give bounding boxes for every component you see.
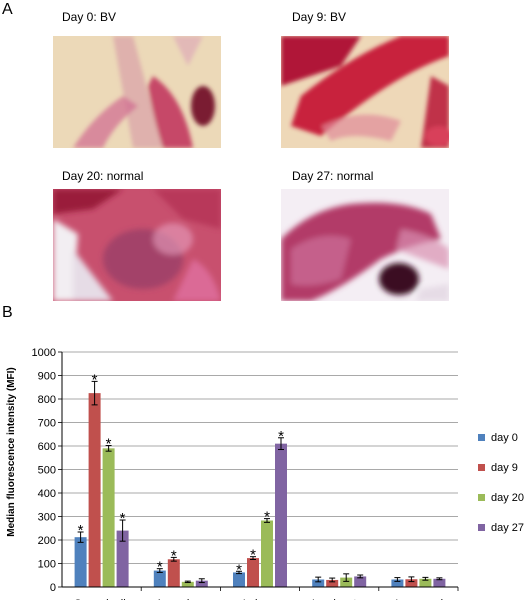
legend-label: day 0 <box>491 432 518 444</box>
bar <box>405 579 418 587</box>
bar <box>233 572 245 587</box>
significance-marker: * <box>120 510 126 527</box>
legend-label: day 9 <box>491 462 518 474</box>
bars-group: * * * * * * * * * * <box>74 371 446 587</box>
y-tick-label: 400 <box>38 488 56 500</box>
y-tick-label: 1000 <box>32 347 56 359</box>
y-tick-label: 800 <box>38 394 56 406</box>
bar <box>181 581 194 587</box>
legend-label: day 20 <box>491 492 524 504</box>
image-label-day0: Day 0: BV <box>62 10 117 24</box>
axes: 0 100 200 300 400 500 600 700 800 900 1000 G. vagin… <box>32 347 459 600</box>
bar <box>419 578 432 587</box>
y-tick-label: 700 <box>38 418 56 430</box>
micrograph-day0 <box>53 36 221 148</box>
image-label-day20: Day 20: normal <box>62 169 144 183</box>
y-tick-label: 900 <box>38 371 56 383</box>
bar <box>340 577 353 587</box>
bar <box>326 579 339 587</box>
x-tick-label: L. crispatus <box>311 598 368 600</box>
significance-marker: * <box>106 436 112 453</box>
legend-swatch <box>478 434 485 441</box>
bar <box>391 579 404 587</box>
micrograph-day27 <box>281 189 449 301</box>
bar-chart: * * * * * * * * * * 0 100 200 300 400 500 600 700 800 900 1… <box>6 347 524 600</box>
legend-label: day 27 <box>491 522 524 534</box>
bar <box>88 393 101 587</box>
significance-marker: * <box>92 371 98 388</box>
bar <box>312 579 325 587</box>
y-axis-label: Median fluorescence intensity (MFI) <box>6 367 17 536</box>
bar <box>433 578 446 587</box>
significance-marker: * <box>171 547 177 564</box>
bar <box>354 576 367 587</box>
significance-marker: * <box>264 509 270 526</box>
y-tick-label: 600 <box>38 441 56 453</box>
x-tick-label: L. gasseri <box>395 598 443 600</box>
significance-marker: * <box>278 428 284 445</box>
legend: day 0 day 9 day 20 day 27 <box>478 432 524 534</box>
y-tick-label: 100 <box>38 559 56 571</box>
y-tick-label: 200 <box>38 535 56 547</box>
significance-marker: * <box>250 547 256 564</box>
panel-b-letter: B <box>2 304 13 321</box>
significance-marker: * <box>78 522 84 539</box>
bar <box>74 537 87 587</box>
x-tick-label: L. iners <box>242 598 279 600</box>
bar <box>167 559 180 587</box>
bar <box>275 443 287 587</box>
bar <box>153 570 166 587</box>
y-tick-label: 300 <box>38 512 56 524</box>
bar <box>261 520 273 587</box>
image-label-day27: Day 27: normal <box>292 169 374 183</box>
bar <box>247 558 259 587</box>
y-tick-label: 0 <box>50 582 56 594</box>
bar <box>102 448 115 587</box>
y-tick-label: 500 <box>38 465 56 477</box>
micrograph-day9 <box>281 36 449 148</box>
panel-a-letter: A <box>2 1 13 18</box>
significance-marker: * <box>236 561 242 578</box>
significance-marker: * <box>157 559 163 576</box>
x-tick-label: G. vaginalis <box>73 598 131 600</box>
x-tick-label: A. vaginae <box>154 598 207 600</box>
bar <box>195 580 208 587</box>
bar <box>116 530 129 587</box>
image-label-day9: Day 9: BV <box>292 10 347 24</box>
micrograph-day20 <box>53 189 221 301</box>
legend-swatch <box>478 494 485 501</box>
legend-swatch <box>478 464 485 471</box>
legend-swatch <box>478 524 485 531</box>
